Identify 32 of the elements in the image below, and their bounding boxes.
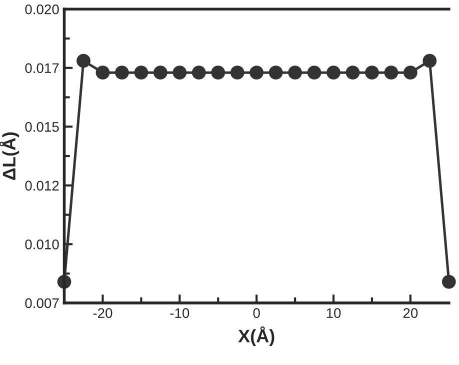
point: [134, 66, 148, 80]
point: [192, 66, 206, 80]
point: [250, 66, 264, 80]
point: [76, 54, 90, 68]
x-tick-label: -10: [170, 308, 190, 318]
point: [211, 66, 226, 80]
y-tick-label: 0.017: [25, 63, 59, 74]
point: [326, 66, 340, 80]
point: [115, 66, 129, 80]
point: [365, 66, 379, 80]
point: [153, 66, 168, 80]
x-tick-label: 0: [253, 308, 260, 318]
point: [346, 66, 360, 80]
point: [307, 66, 322, 80]
point: [288, 66, 302, 80]
y-tick-label: 0.012: [25, 180, 59, 191]
point: [384, 66, 398, 80]
point: [403, 66, 418, 80]
y-tick-label: 0.015: [25, 122, 59, 132]
x-tick-label: 10: [326, 308, 341, 318]
point: [172, 66, 187, 80]
x-tick-label: -20: [93, 308, 112, 318]
point: [442, 274, 456, 289]
x-tick-label: 20: [403, 308, 418, 318]
y-tick-label: 0.007: [25, 298, 59, 308]
y-tick-label: 0.020: [25, 4, 59, 14]
point: [230, 66, 244, 80]
point: [422, 54, 437, 68]
x-axis-title: X(Å): [238, 326, 274, 346]
y-tick-label: 0.010: [25, 240, 59, 250]
point: [268, 66, 283, 80]
point: [96, 66, 110, 80]
